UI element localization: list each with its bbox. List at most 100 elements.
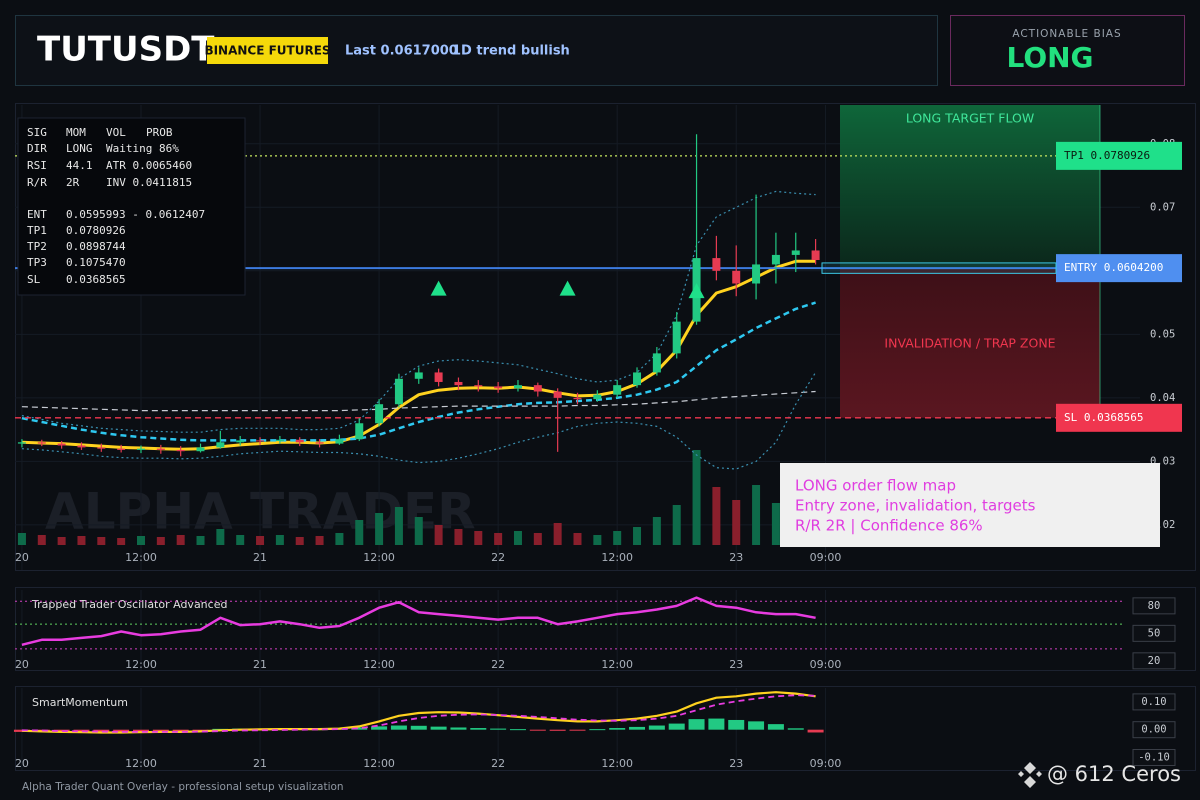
info-cell: ATR 0.0065460 — [106, 159, 192, 172]
note-line: Entry zone, invalidation, targets — [795, 497, 1036, 515]
level-label: TP1 0.0780926 — [1064, 149, 1150, 162]
momentum-bar — [410, 725, 427, 730]
volume-bar — [652, 517, 661, 545]
candle-body — [791, 250, 800, 255]
info-cell: VOL — [106, 126, 126, 139]
candle-body — [494, 386, 503, 389]
y-tick-box — [1132, 748, 1176, 766]
candle-body — [236, 440, 245, 443]
info-cell: MOM — [66, 126, 86, 139]
momentum-bar — [767, 724, 784, 730]
info-cell: 2R — [66, 176, 80, 189]
volume-bar — [355, 520, 364, 545]
trend: 1D trend bullish — [452, 44, 570, 59]
candle-body — [513, 385, 522, 389]
candle-body — [176, 449, 185, 452]
volume-bar — [97, 537, 106, 545]
momentum-bar — [152, 729, 169, 732]
volume-bar — [732, 500, 741, 545]
candle-body — [57, 443, 66, 446]
candle-body — [672, 321, 681, 354]
note-box — [780, 463, 1160, 547]
volume-bar — [77, 536, 86, 545]
x-tick-label: 22 — [491, 551, 505, 564]
momentum-bar — [113, 729, 130, 732]
info-cell: 0.0595993 - 0.0612407 — [66, 208, 205, 221]
volume-bar — [613, 531, 622, 545]
indicator-line — [21, 259, 816, 451]
target-zone — [840, 105, 1100, 269]
candle-body — [652, 353, 661, 373]
volume-bar — [236, 535, 245, 545]
logo — [1018, 762, 1042, 788]
momentum-bar — [132, 729, 149, 732]
y-tick-label: 0.05 — [1150, 328, 1175, 340]
trap-zone — [840, 268, 1100, 418]
momentum-bar — [470, 728, 487, 730]
x-tick-label: 23 — [729, 757, 743, 770]
entry-zone — [821, 262, 1057, 274]
x-tick-label: 21 — [253, 551, 267, 564]
credit: @ 612 Ceros — [1047, 762, 1181, 786]
y-tick-label: -0.10 — [1138, 751, 1170, 763]
volume-bar — [315, 536, 324, 545]
momentum-bar — [569, 729, 586, 731]
x-tick-label: 12:00 — [363, 658, 395, 671]
panel-title: Trapped Trader Oscillator Advanced — [31, 598, 227, 611]
volume-bar — [256, 536, 265, 545]
y-tick-label: 0.04 — [1150, 392, 1175, 404]
momentum-bar — [390, 725, 407, 730]
y-tick-box — [1132, 693, 1176, 711]
candle-body — [355, 423, 364, 440]
y-tick-box — [1132, 652, 1176, 670]
info-cell: 0.0898744 — [66, 240, 126, 253]
info-cell: ENT — [27, 208, 47, 221]
momentum-bar — [73, 729, 90, 733]
candle-body — [335, 439, 344, 444]
info-cell: 0.0368565 — [66, 273, 126, 286]
momentum-bar — [430, 726, 447, 730]
volume-bar — [712, 487, 721, 545]
volume-bar — [434, 525, 443, 545]
x-tick-label: 21 — [253, 757, 267, 770]
x-tick-label: 12:00 — [601, 757, 633, 770]
volume-bar — [573, 533, 582, 545]
candle-body — [732, 270, 741, 284]
y-tick-label: 80 — [1148, 600, 1161, 612]
volume-bar — [156, 537, 165, 545]
volume-bar — [672, 505, 681, 545]
momentum-bar — [509, 729, 526, 731]
info-cell: TP1 — [27, 224, 47, 237]
candle-body — [315, 442, 324, 444]
volume-bar — [414, 517, 423, 545]
x-tick-label: 09:00 — [810, 658, 842, 671]
last-price: Last 0.0617000 — [345, 44, 458, 59]
candle-body — [752, 264, 761, 284]
candle-body — [613, 385, 622, 395]
x-tick-label: 20 — [15, 658, 29, 671]
info-cell: DIR — [27, 142, 47, 155]
panel-title: SmartMomentum — [32, 696, 128, 709]
momentum-chart: 20 12:00 21 12:00 22 12:00 23 09:00 0.10 0.00 -0.1… — [13, 688, 1176, 770]
y-tick-label: 50 — [1148, 627, 1161, 639]
bias-panel — [950, 15, 1185, 86]
info-cell: LONG — [66, 142, 93, 155]
x-tick-label: 12:00 — [601, 551, 633, 564]
x-tick-label: 12:00 — [363, 551, 395, 564]
volume-bar — [494, 533, 503, 545]
volume-bar — [196, 536, 205, 545]
volume-bar — [275, 535, 284, 545]
candle-body — [533, 385, 542, 392]
momentum-bar — [93, 729, 110, 732]
candle-body — [295, 439, 304, 443]
x-tick-label: 12:00 — [601, 658, 633, 671]
momentum-bar — [728, 719, 745, 730]
volume-bar — [454, 529, 463, 545]
bias-label: ACTIONABLE BIAS — [1012, 28, 1121, 40]
y-tick-box — [1132, 624, 1176, 642]
momentum-bar — [351, 727, 368, 730]
info-cell: Waiting 86% — [106, 142, 179, 155]
volume-bar — [335, 533, 344, 545]
momentum-bar — [648, 725, 665, 730]
x-tick-label: 12:00 — [363, 757, 395, 770]
